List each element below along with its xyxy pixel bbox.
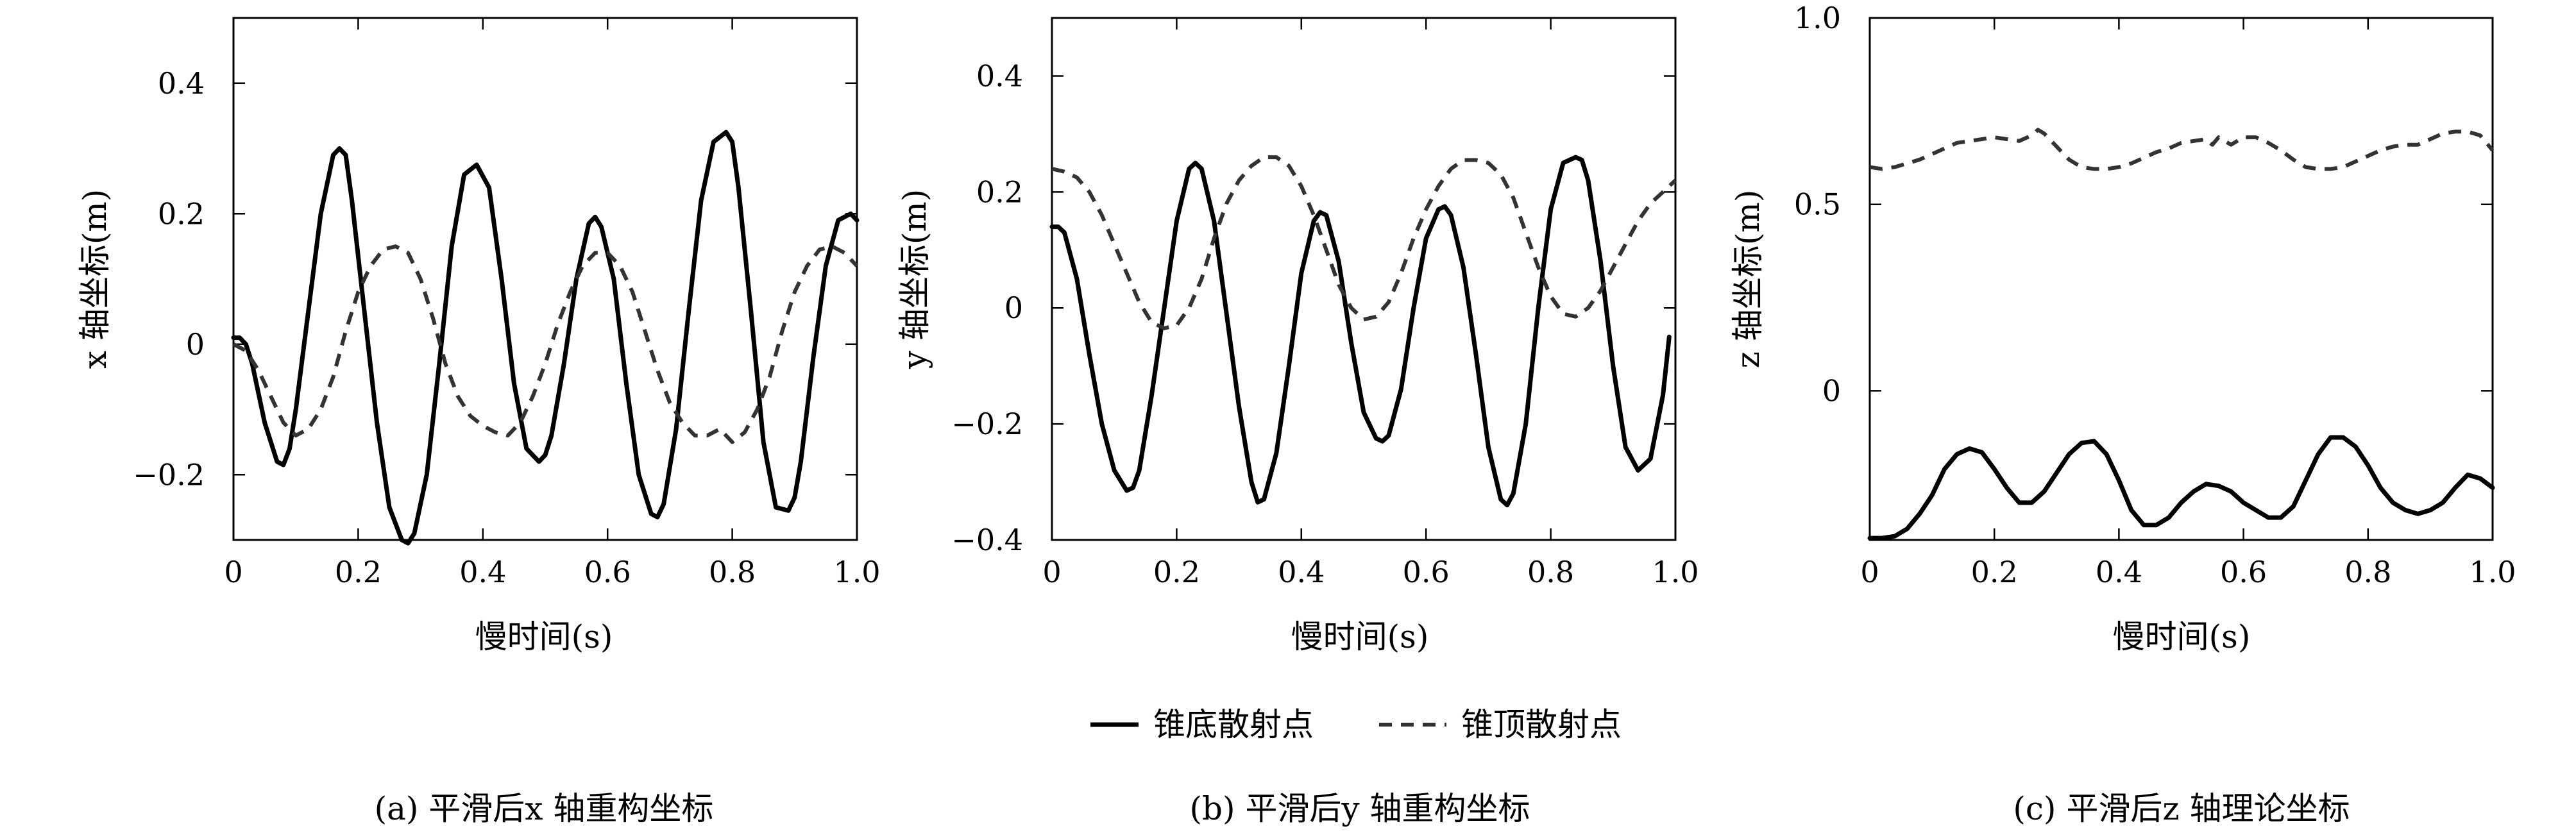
x-tick-label: 0 [1042,555,1061,589]
plot-frame [232,17,858,541]
y-tick-label: 0 [1004,290,1023,325]
legend-solid-label: 锥底散射点 [1153,706,1314,743]
x-tick-label: 0.4 [459,555,506,589]
panel-c-plot: 0 0.2 0.4 0.6 0.8 1.0 0 0.5 1.0 [1794,1,2516,589]
y-tick-label: −0.2 [951,407,1023,441]
y-tick-label: 0.4 [158,66,205,101]
x-tick-label: 1.0 [1652,555,1699,589]
x-tick-label: 0.6 [2220,555,2267,589]
panel-c-xlabel: 慢时间(s) [2113,618,2251,655]
x-tick-label: 0.8 [709,555,756,589]
y-tick-label: −0.2 [133,457,205,492]
series-line-cone-base [231,130,860,546]
y-tick-label: −0.4 [951,523,1023,557]
x-tick-label: 0 [1860,555,1879,589]
y-tick-label: 0 [1822,373,1841,408]
panel-b-ylabel: y 轴坐标(m) [896,189,933,370]
x-tick-label: 0.8 [2344,555,2391,589]
x-tick-label: 0.4 [2096,555,2142,589]
panel-a-xlabel: 慢时间(s) [475,618,613,655]
panel-a-caption: (a) 平滑后x 轴重构坐标 [375,790,714,827]
x-tick-label: 0.2 [335,555,382,589]
panel-b: y 轴坐标(m) 0 0.2 0.4 0.6 0.8 1.0 −0.4 −0.2 0 0.2 0.4… [896,17,1699,827]
panel-b-caption: (b) 平滑后y 轴重构坐标 [1189,790,1530,827]
plot-frame [1051,17,1677,541]
legend-dashed-label: 锥顶散射点 [1461,706,1622,743]
panel-c-ylabel: z 轴坐标(m) [1729,190,1767,369]
panel-a: x 轴坐标(m) 0 0.2 0.4 0.6 0.8 1.0 −0.2 0 0.2 0.4 慢时间… [76,17,881,827]
series-line-cone-top [1051,155,1677,330]
x-tick-label: 0.2 [1971,555,2018,589]
series-line-cone-base [1049,155,1672,508]
y-tick-label: 0.5 [1794,187,1841,222]
panel-a-plot: 0 0.2 0.4 0.6 0.8 1.0 −0.2 0 0.2 0.4 [133,17,881,589]
x-tick-label: 1.0 [2469,555,2516,589]
panel-c-caption: (c) 平滑后z 轴理论坐标 [2013,790,2350,827]
x-tick-label: 0.6 [1403,555,1450,589]
x-tick-label: 0.8 [1527,555,1574,589]
y-tick-label: 0.2 [158,196,205,231]
panel-b-plot: 0 0.2 0.4 0.6 0.8 1.0 −0.4 −0.2 0 0.2 0.4 [951,17,1699,589]
x-tick-label: 1.0 [833,555,880,589]
y-tick-label: 1.0 [1794,1,1841,35]
plot-frame [1868,17,2494,541]
panel-c: z 轴坐标(m) 0 0.2 0.4 0.6 0.8 1.000.51.0 慢时间(s) … [1729,1,2516,827]
series-line-cone-base [1867,435,2495,541]
panel-b-xlabel: 慢时间(s) [1291,618,1429,655]
x-tick-label: 0.2 [1153,555,1200,589]
x-tick-label: 0 [224,555,242,589]
y-tick-label: 0 [186,327,205,362]
x-tick-label: 0.6 [584,555,631,589]
y-tick-label: 0.4 [976,58,1023,93]
x-tick-label: 0.4 [1278,555,1325,589]
legend: 锥底散射点 锥顶散射点 [1090,706,1622,743]
series-line-cone-top [1869,128,2495,171]
y-tick-label: 0.2 [976,174,1023,209]
panel-a-ylabel: x 轴坐标(m) [76,189,114,369]
series-line-cone-top [232,244,859,444]
